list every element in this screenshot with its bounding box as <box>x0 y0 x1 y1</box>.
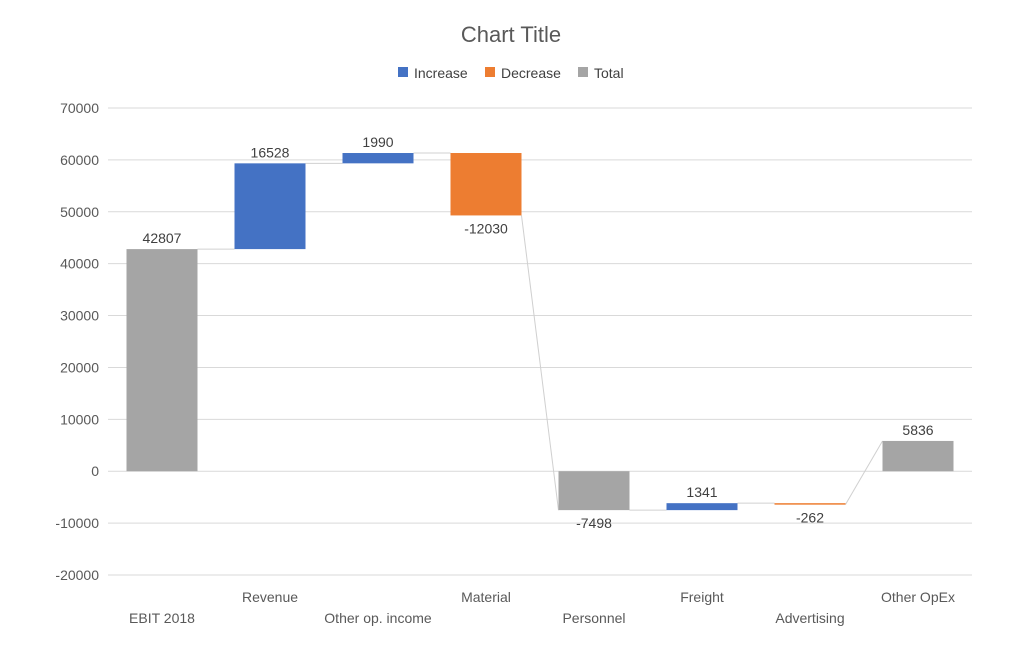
x-category-label: Material <box>461 589 511 605</box>
data-label: 5836 <box>902 422 933 438</box>
x-category-label: Revenue <box>242 589 298 605</box>
bar-freight <box>666 503 738 511</box>
y-tick-label: 50000 <box>60 204 99 220</box>
bars <box>126 153 954 511</box>
chart-title: Chart Title <box>461 22 561 47</box>
x-category-label: Other op. income <box>324 610 432 626</box>
connector-lines <box>197 152 883 511</box>
bar-personnel <box>558 471 630 511</box>
bar-other-op-income <box>342 153 414 164</box>
y-tick-label: -10000 <box>55 515 99 531</box>
bar-revenue <box>234 163 306 250</box>
x-category-label: Other OpEx <box>881 589 955 605</box>
legend-label-decrease: Decrease <box>501 65 561 81</box>
y-axis: 70000 60000 50000 40000 30000 20000 10000 0 -100… <box>55 100 99 583</box>
data-label: -262 <box>796 510 824 526</box>
x-axis: EBIT 2018 Revenue Other op. income Material… <box>129 589 955 626</box>
legend-label-increase: Increase <box>414 65 468 81</box>
bar-other-opex <box>882 440 954 472</box>
legend-label-total: Total <box>594 65 624 81</box>
bar-ebit-2018 <box>126 249 198 472</box>
legend-item-increase: Increase <box>398 65 468 81</box>
data-label: 1341 <box>686 484 717 500</box>
y-tick-label: 0 <box>91 463 99 479</box>
bar-advertising <box>774 503 846 505</box>
x-category-label: EBIT 2018 <box>129 610 195 626</box>
data-label: 42807 <box>143 230 182 246</box>
data-labels: 42807 16528 1990 -12030 -7498 1341 -262 5836 <box>143 134 934 531</box>
legend-item-decrease: Decrease <box>485 65 561 81</box>
y-tick-label: 40000 <box>60 256 99 272</box>
connector-line <box>521 215 559 511</box>
legend-swatch-decrease <box>485 67 495 77</box>
bar-material <box>450 153 522 216</box>
legend-swatch-increase <box>398 67 408 77</box>
data-label: -12030 <box>464 220 508 236</box>
y-tick-label: 60000 <box>60 152 99 168</box>
connector-line <box>845 440 883 505</box>
legend-item-total: Total <box>578 65 624 81</box>
y-tick-label: -20000 <box>55 567 99 583</box>
y-tick-label: 20000 <box>60 359 99 375</box>
x-category-label: Advertising <box>775 610 844 626</box>
data-label: 16528 <box>251 144 290 160</box>
x-category-label: Personnel <box>562 610 625 626</box>
legend: Increase Decrease Total <box>398 65 624 81</box>
y-tick-label: 10000 <box>60 411 99 427</box>
y-tick-label: 70000 <box>60 100 99 116</box>
x-category-label: Freight <box>680 589 724 605</box>
y-tick-label: 30000 <box>60 308 99 324</box>
legend-swatch-total <box>578 67 588 77</box>
data-label: 1990 <box>362 134 393 150</box>
data-label: -7498 <box>576 515 612 531</box>
